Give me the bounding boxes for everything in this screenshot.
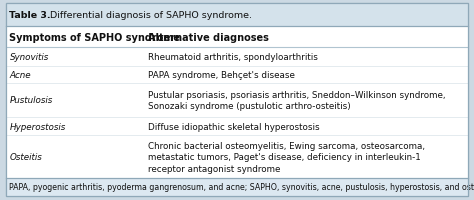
Text: Differential diagnosis of SAPHO syndrome.: Differential diagnosis of SAPHO syndrome… bbox=[44, 11, 252, 20]
Text: Hyperostosis: Hyperostosis bbox=[9, 122, 66, 131]
Bar bbox=[6, 83, 468, 118]
Bar bbox=[6, 27, 468, 48]
Bar bbox=[6, 48, 468, 67]
Bar bbox=[6, 67, 468, 83]
Text: Diffuse idiopathic skeletal hyperostosis: Diffuse idiopathic skeletal hyperostosis bbox=[148, 122, 319, 131]
Text: PAPA, pyogenic arthritis, pyoderma gangrenosum, and acne; SAPHO, synovitis, acne: PAPA, pyogenic arthritis, pyoderma gangr… bbox=[9, 182, 474, 191]
Text: Synovitis: Synovitis bbox=[9, 53, 49, 62]
Text: Chronic bacterial osteomyelitis, Ewing sarcoma, osteosarcoma,
metastatic tumors,: Chronic bacterial osteomyelitis, Ewing s… bbox=[148, 141, 425, 173]
Text: Acne: Acne bbox=[9, 71, 31, 80]
Text: Osteitis: Osteitis bbox=[9, 152, 42, 161]
Text: Table 3.: Table 3. bbox=[9, 11, 51, 20]
Bar bbox=[6, 136, 468, 178]
Bar bbox=[6, 118, 468, 136]
Text: Symptoms of SAPHO syndrome: Symptoms of SAPHO syndrome bbox=[9, 32, 181, 42]
Text: Pustular psoriasis, psoriasis arthritis, Sneddon–Wilkinson syndrome,
Sonozaki sy: Pustular psoriasis, psoriasis arthritis,… bbox=[148, 90, 446, 111]
Text: Alternative diagnoses: Alternative diagnoses bbox=[148, 32, 269, 42]
Bar bbox=[6, 4, 468, 27]
Text: Pustulosis: Pustulosis bbox=[9, 96, 53, 105]
Text: PAPA syndrome, Behçet's disease: PAPA syndrome, Behçet's disease bbox=[148, 71, 295, 80]
Text: Rheumatoid arthritis, spondyloarthritis: Rheumatoid arthritis, spondyloarthritis bbox=[148, 53, 318, 62]
Bar bbox=[6, 178, 468, 196]
